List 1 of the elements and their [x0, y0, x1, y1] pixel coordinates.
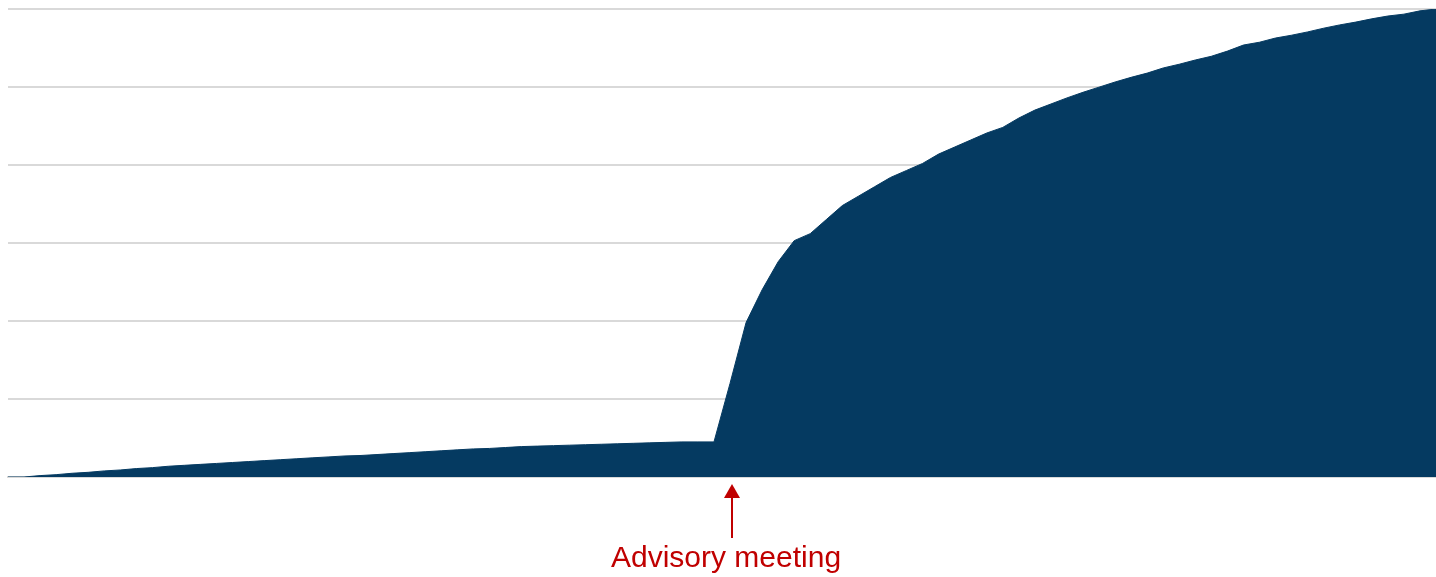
text: Advisory meeting	[611, 540, 842, 574]
